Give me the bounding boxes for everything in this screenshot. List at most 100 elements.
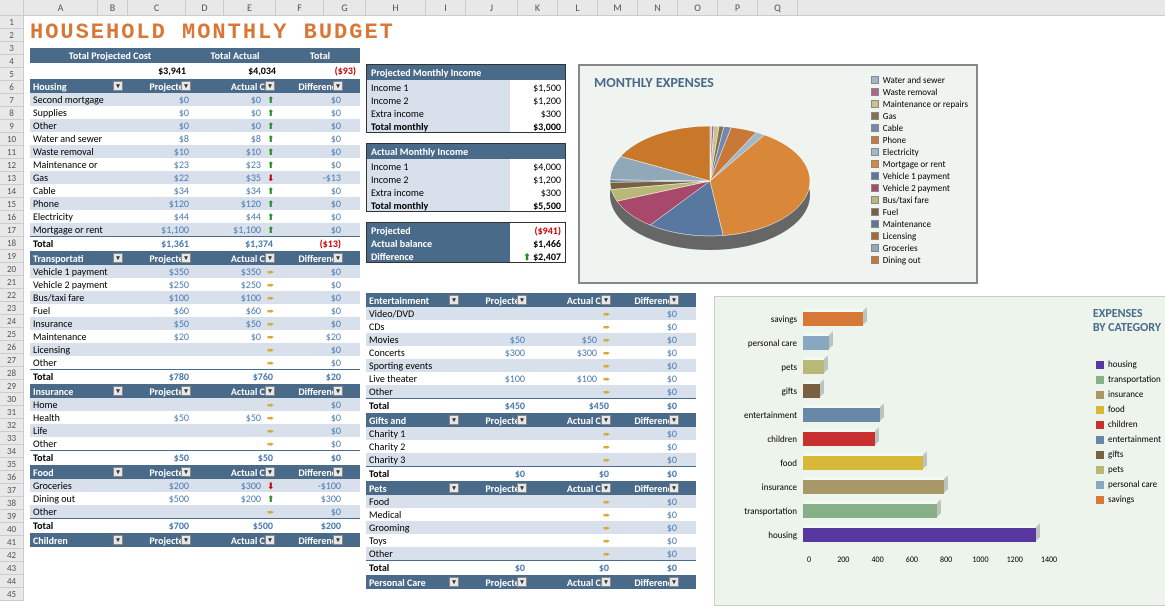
table-row[interactable]: Other➨$0 <box>30 356 360 369</box>
table-row[interactable]: Groceries$200$300⬇-$100 <box>30 479 360 492</box>
legend-item: Dining out <box>871 254 968 266</box>
filter-dropdown[interactable]: ▾ <box>669 415 679 425</box>
filter-dropdown[interactable]: ▾ <box>181 535 191 545</box>
table-row[interactable]: Food➨$0 <box>366 495 696 508</box>
section-total: Total$700$500$200 <box>30 518 360 531</box>
filter-dropdown[interactable]: ▾ <box>333 253 343 263</box>
table-row[interactable]: Live theater$100$100➨$0 <box>366 372 696 385</box>
section-Entertainment: Entertainment▾Projected▾Actual Co:▾Diffe… <box>366 293 696 411</box>
table-row[interactable]: Charity 2➨$0 <box>366 440 696 453</box>
filter-dropdown[interactable]: ▾ <box>113 81 123 91</box>
table-row[interactable]: Other➨$0 <box>30 437 360 450</box>
filter-dropdown[interactable]: ▾ <box>517 415 527 425</box>
filter-dropdown[interactable]: ▾ <box>449 483 459 493</box>
filter-dropdown[interactable]: ▾ <box>601 295 611 305</box>
filter-dropdown[interactable]: ▾ <box>669 295 679 305</box>
section-total: Total$780$760$20 <box>30 369 360 382</box>
table-row[interactable]: Maintenance or$23$23⬆$0 <box>30 158 360 171</box>
bar-row: gifts <box>725 379 1055 403</box>
section-total: Total$1,361$1,374($13) <box>30 236 360 249</box>
balance-row: Actual balance$1,466 <box>367 236 565 249</box>
filter-dropdown[interactable]: ▾ <box>449 577 459 587</box>
table-row[interactable]: Insurance$50$50➨$0 <box>30 317 360 330</box>
pie-legend: Water and sewerWaste removalMaintenance … <box>871 74 968 266</box>
table-row[interactable]: Licensing➨$0 <box>30 343 360 356</box>
filter-dropdown[interactable]: ▾ <box>265 467 275 477</box>
filter-dropdown[interactable]: ▾ <box>333 386 343 396</box>
table-row[interactable]: Other$0$0⬆$0 <box>30 119 360 132</box>
table-row[interactable]: Maintenance$20$0➨$20 <box>30 330 360 343</box>
legend-item: Groceries <box>871 242 968 254</box>
table-row[interactable]: Concerts$300$300➨$0 <box>366 346 696 359</box>
table-row[interactable]: Charity 3➨$0 <box>366 453 696 466</box>
section-Gifts: Gifts and▾Projected▾Actual Co:▾Differenc… <box>366 413 696 479</box>
filter-dropdown[interactable]: ▾ <box>669 483 679 493</box>
balance-box: Projected($941)Actual balance$1,466Diffe… <box>366 222 566 263</box>
income-row: Income 2$1,200 <box>367 172 565 185</box>
section-Transportation: Transportati▾Projected▾Actual Co:▾Differ… <box>30 251 360 382</box>
table-row[interactable]: CDs➨$0 <box>366 320 696 333</box>
table-row[interactable]: Movies$50$50➨$0 <box>366 333 696 346</box>
bar-row: personal care <box>725 331 1055 355</box>
table-row[interactable]: Vehicle 2 payment$250$250➨$0 <box>30 278 360 291</box>
bar-row: insurance <box>725 475 1055 499</box>
filter-dropdown[interactable]: ▾ <box>265 81 275 91</box>
filter-dropdown[interactable]: ▾ <box>517 483 527 493</box>
table-row[interactable]: Charity 1➨$0 <box>366 427 696 440</box>
table-row[interactable]: Toys➨$0 <box>366 534 696 547</box>
table-row[interactable]: Vehicle 1 payment$350$350➨$0 <box>30 265 360 278</box>
filter-dropdown[interactable]: ▾ <box>669 577 679 587</box>
table-row[interactable]: Other➨$0 <box>30 505 360 518</box>
table-row[interactable]: Sporting events➨$0 <box>366 359 696 372</box>
filter-dropdown[interactable]: ▾ <box>181 386 191 396</box>
table-row[interactable]: Phone$120$120⬆$0 <box>30 197 360 210</box>
filter-dropdown[interactable]: ▾ <box>181 467 191 477</box>
filter-dropdown[interactable]: ▾ <box>601 483 611 493</box>
table-row[interactable]: Waste removal$10$10⬆$0 <box>30 145 360 158</box>
filter-dropdown[interactable]: ▾ <box>181 253 191 263</box>
filter-dropdown[interactable]: ▾ <box>265 253 275 263</box>
section-Housing: Housing▾Projected▾Actual Co:▾Difference▾… <box>30 79 360 249</box>
table-row[interactable]: Cable$34$34⬆$0 <box>30 184 360 197</box>
filter-dropdown[interactable]: ▾ <box>113 253 123 263</box>
table-row[interactable]: Bus/taxi fare$100$100➨$0 <box>30 291 360 304</box>
table-row[interactable]: Other➨$0 <box>366 547 696 560</box>
table-row[interactable]: Video/DVD➨$0 <box>366 307 696 320</box>
filter-dropdown[interactable]: ▾ <box>113 467 123 477</box>
table-row[interactable]: Other➨$0 <box>366 385 696 398</box>
table-row[interactable]: Gas$22$35⬇-$13 <box>30 171 360 184</box>
filter-dropdown[interactable]: ▾ <box>113 535 123 545</box>
filter-dropdown[interactable]: ▾ <box>265 386 275 396</box>
section-total: Total$0$0$0 <box>366 466 696 479</box>
filter-dropdown[interactable]: ▾ <box>333 535 343 545</box>
filter-dropdown[interactable]: ▾ <box>449 415 459 425</box>
table-row[interactable]: Life➨$0 <box>30 424 360 437</box>
income-row: Income 2$1,200 <box>367 93 565 106</box>
table-row[interactable]: Home➨$0 <box>30 398 360 411</box>
legend-item: entertainment <box>1096 432 1161 447</box>
filter-dropdown[interactable]: ▾ <box>601 577 611 587</box>
filter-dropdown[interactable]: ▾ <box>333 81 343 91</box>
table-row[interactable]: Second mortgage$0$0⬆$0 <box>30 93 360 106</box>
filter-dropdown[interactable]: ▾ <box>333 467 343 477</box>
table-row[interactable]: Grooming➨$0 <box>366 521 696 534</box>
table-row[interactable]: Dining out$500$200⬆$300 <box>30 492 360 505</box>
filter-dropdown[interactable]: ▾ <box>181 81 191 91</box>
filter-dropdown[interactable]: ▾ <box>517 577 527 587</box>
table-row[interactable]: Water and sewer$8$8⬆$0 <box>30 132 360 145</box>
table-row[interactable]: Health$50$50➨$0 <box>30 411 360 424</box>
table-row[interactable]: Fuel$60$60➨$0 <box>30 304 360 317</box>
section-total: Total$450$450$0 <box>366 398 696 411</box>
filter-dropdown[interactable]: ▾ <box>601 415 611 425</box>
filter-dropdown[interactable]: ▾ <box>449 295 459 305</box>
table-row[interactable]: Supplies$0$0⬆$0 <box>30 106 360 119</box>
legend-item: Vehicle 1 payment <box>871 170 968 182</box>
filter-dropdown[interactable]: ▾ <box>265 535 275 545</box>
filter-dropdown[interactable]: ▾ <box>113 386 123 396</box>
table-row[interactable]: Electricity$44$44⬆$0 <box>30 210 360 223</box>
table-row[interactable]: Medical➨$0 <box>366 508 696 521</box>
section-total: Total$50$50$0 <box>30 450 360 463</box>
table-row[interactable]: Mortgage or rent$1,100$1,100⬆$0 <box>30 223 360 236</box>
legend-item: Fuel <box>871 206 968 218</box>
filter-dropdown[interactable]: ▾ <box>517 295 527 305</box>
